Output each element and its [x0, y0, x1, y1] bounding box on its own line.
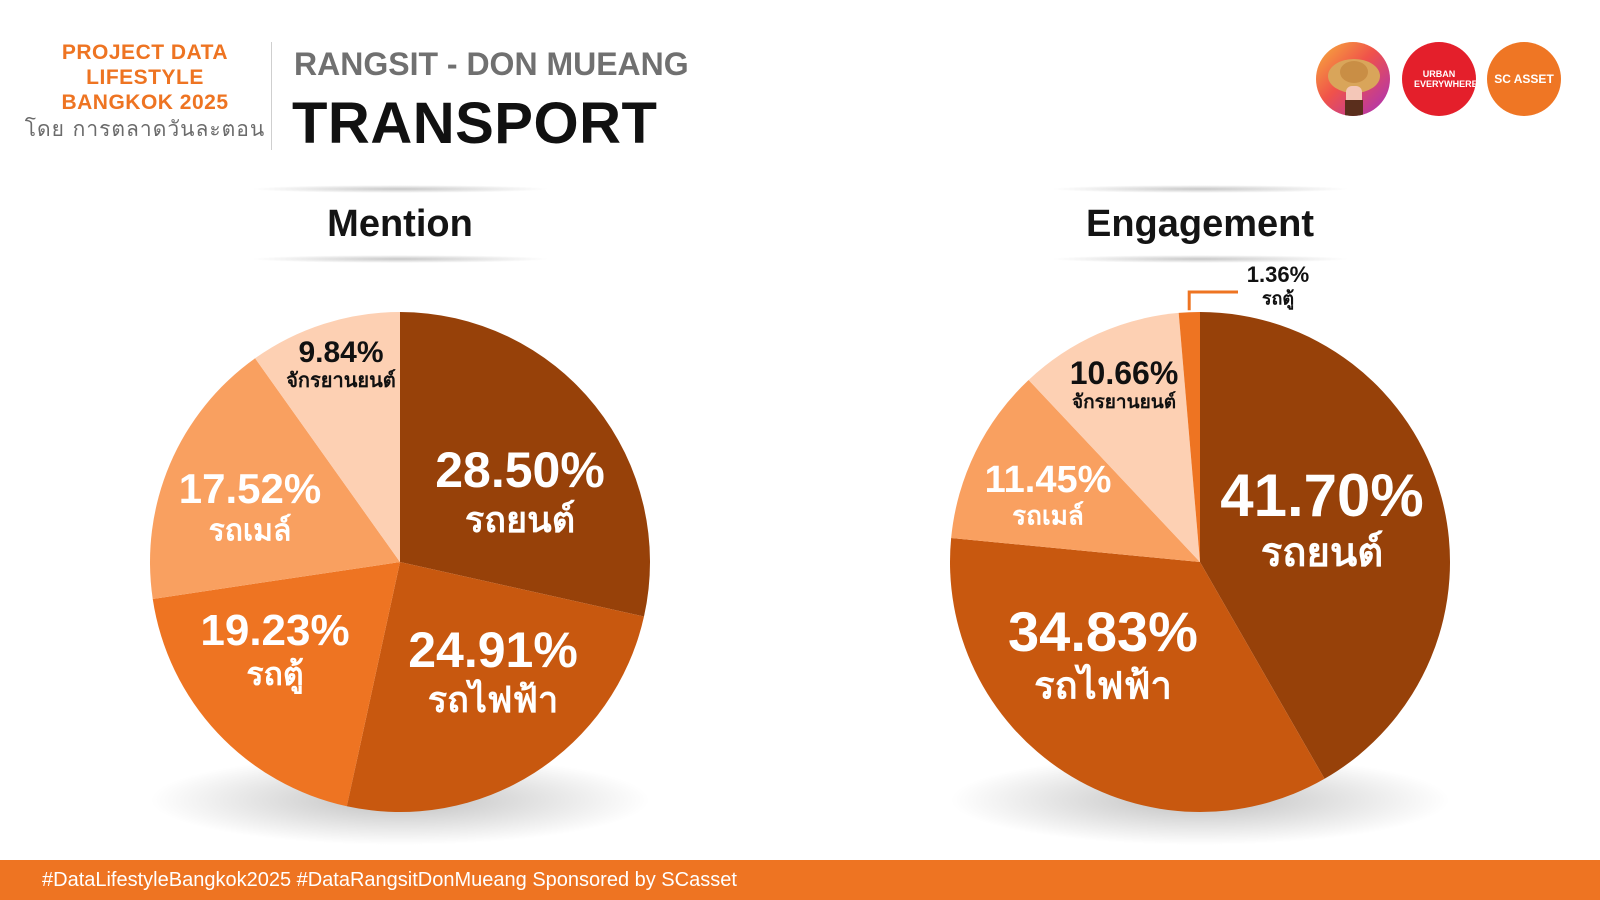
brand-byline: โดย การตลาดวันละตอน [24, 117, 266, 141]
mention-category-label-2: รถตู้ [246, 655, 303, 695]
mention-value-label-4: 9.84% [298, 336, 383, 369]
mention-value-label-2: 19.23% [200, 606, 349, 655]
brand-line-3: BANGKOK 2025 [61, 91, 229, 114]
engagement-value-label-4: 1.36% [1247, 262, 1309, 287]
mention-slice-3 [149, 358, 400, 599]
brand-line-1: PROJECT DATA [61, 41, 229, 64]
engagement-category-label-3: จักรยานยนต์ [1072, 391, 1176, 413]
mention-slice-0 [400, 312, 651, 617]
engagement-slice-4 [1178, 312, 1200, 562]
hat-girl-icon [1328, 59, 1380, 116]
mention-category-label-3: รถเมล์ [209, 514, 292, 549]
engagement-slice-1 [949, 538, 1325, 813]
engagement-value-label-1: 34.83% [1008, 600, 1198, 663]
urban-everywhere-logo-text: URBAN EVERYWHERE [1414, 69, 1476, 89]
header-divider [271, 42, 272, 150]
engagement-slice-2 [951, 379, 1200, 562]
engagement-category-label-2: รถเมล์ [1012, 501, 1084, 532]
engagement-heading: Engagement [1030, 185, 1370, 263]
engagement-callout-line-4 [1187, 290, 1238, 311]
engagement-category-label-0: รถยนต์ [1261, 530, 1383, 576]
mention-slice-4 [255, 312, 400, 562]
blogger-logo [1316, 42, 1390, 116]
page-subtitle: RANGSIT - DON MUEANG [294, 46, 689, 82]
sc-asset-logo: SC ASSET [1487, 42, 1561, 116]
engagement-pie: 41.70%รถยนต์ 34.83%รถไฟฟ้า 11.45%รถเมล์ 10.… [949, 262, 1451, 813]
footer-bar: #DataLifestyleBangkok2025 #DataRangsitDo… [0, 860, 1600, 900]
engagement-slice-3 [1028, 312, 1200, 562]
mention-value-label-0: 28.50% [435, 442, 605, 498]
engagement-slice-0 [1200, 312, 1451, 779]
footer-hashtags: #DataLifestyleBangkok2025 #DataRangsitDo… [42, 869, 737, 891]
mention-pie: 28.50%รถยนต์ 24.91%รถไฟฟ้า 19.23%รถตู้ 17.5… [149, 312, 651, 812]
sc-asset-logo-text: SC ASSET [1494, 72, 1554, 86]
brand-line-2: LIFESTYLE [86, 66, 204, 89]
mention-heading: Mention [230, 185, 570, 263]
engagement-value-label-0: 41.70% [1220, 462, 1424, 529]
mention-category-label-1: รถไฟฟ้า [428, 678, 558, 721]
mention-slice-1 [346, 562, 644, 812]
urban-everywhere-logo: URBAN EVERYWHERE [1402, 42, 1476, 116]
page-title: TRANSPORT [292, 91, 658, 156]
pie-charts: 28.50%รถยนต์24.91%รถไฟฟ้า19.23%รถตู้17.5… [149, 262, 1451, 845]
engagement-category-label-4: รถตู้ [1262, 289, 1294, 311]
mention-category-label-4: จักรยานยนต์ [286, 368, 396, 392]
mention-value-label-1: 24.91% [408, 622, 578, 678]
brand-block: PROJECT DATA LIFESTYLE BANGKOK 2025 โดย … [20, 40, 270, 142]
engagement-category-label-1: รถไฟฟ้า [1034, 664, 1172, 708]
mention-slice-2 [152, 562, 400, 807]
mention-category-label-0: รถยนต์ [465, 499, 575, 541]
engagement-value-label-3: 10.66% [1070, 355, 1179, 391]
engagement-value-label-2: 11.45% [985, 459, 1112, 501]
mention-value-label-3: 17.52% [179, 465, 321, 512]
